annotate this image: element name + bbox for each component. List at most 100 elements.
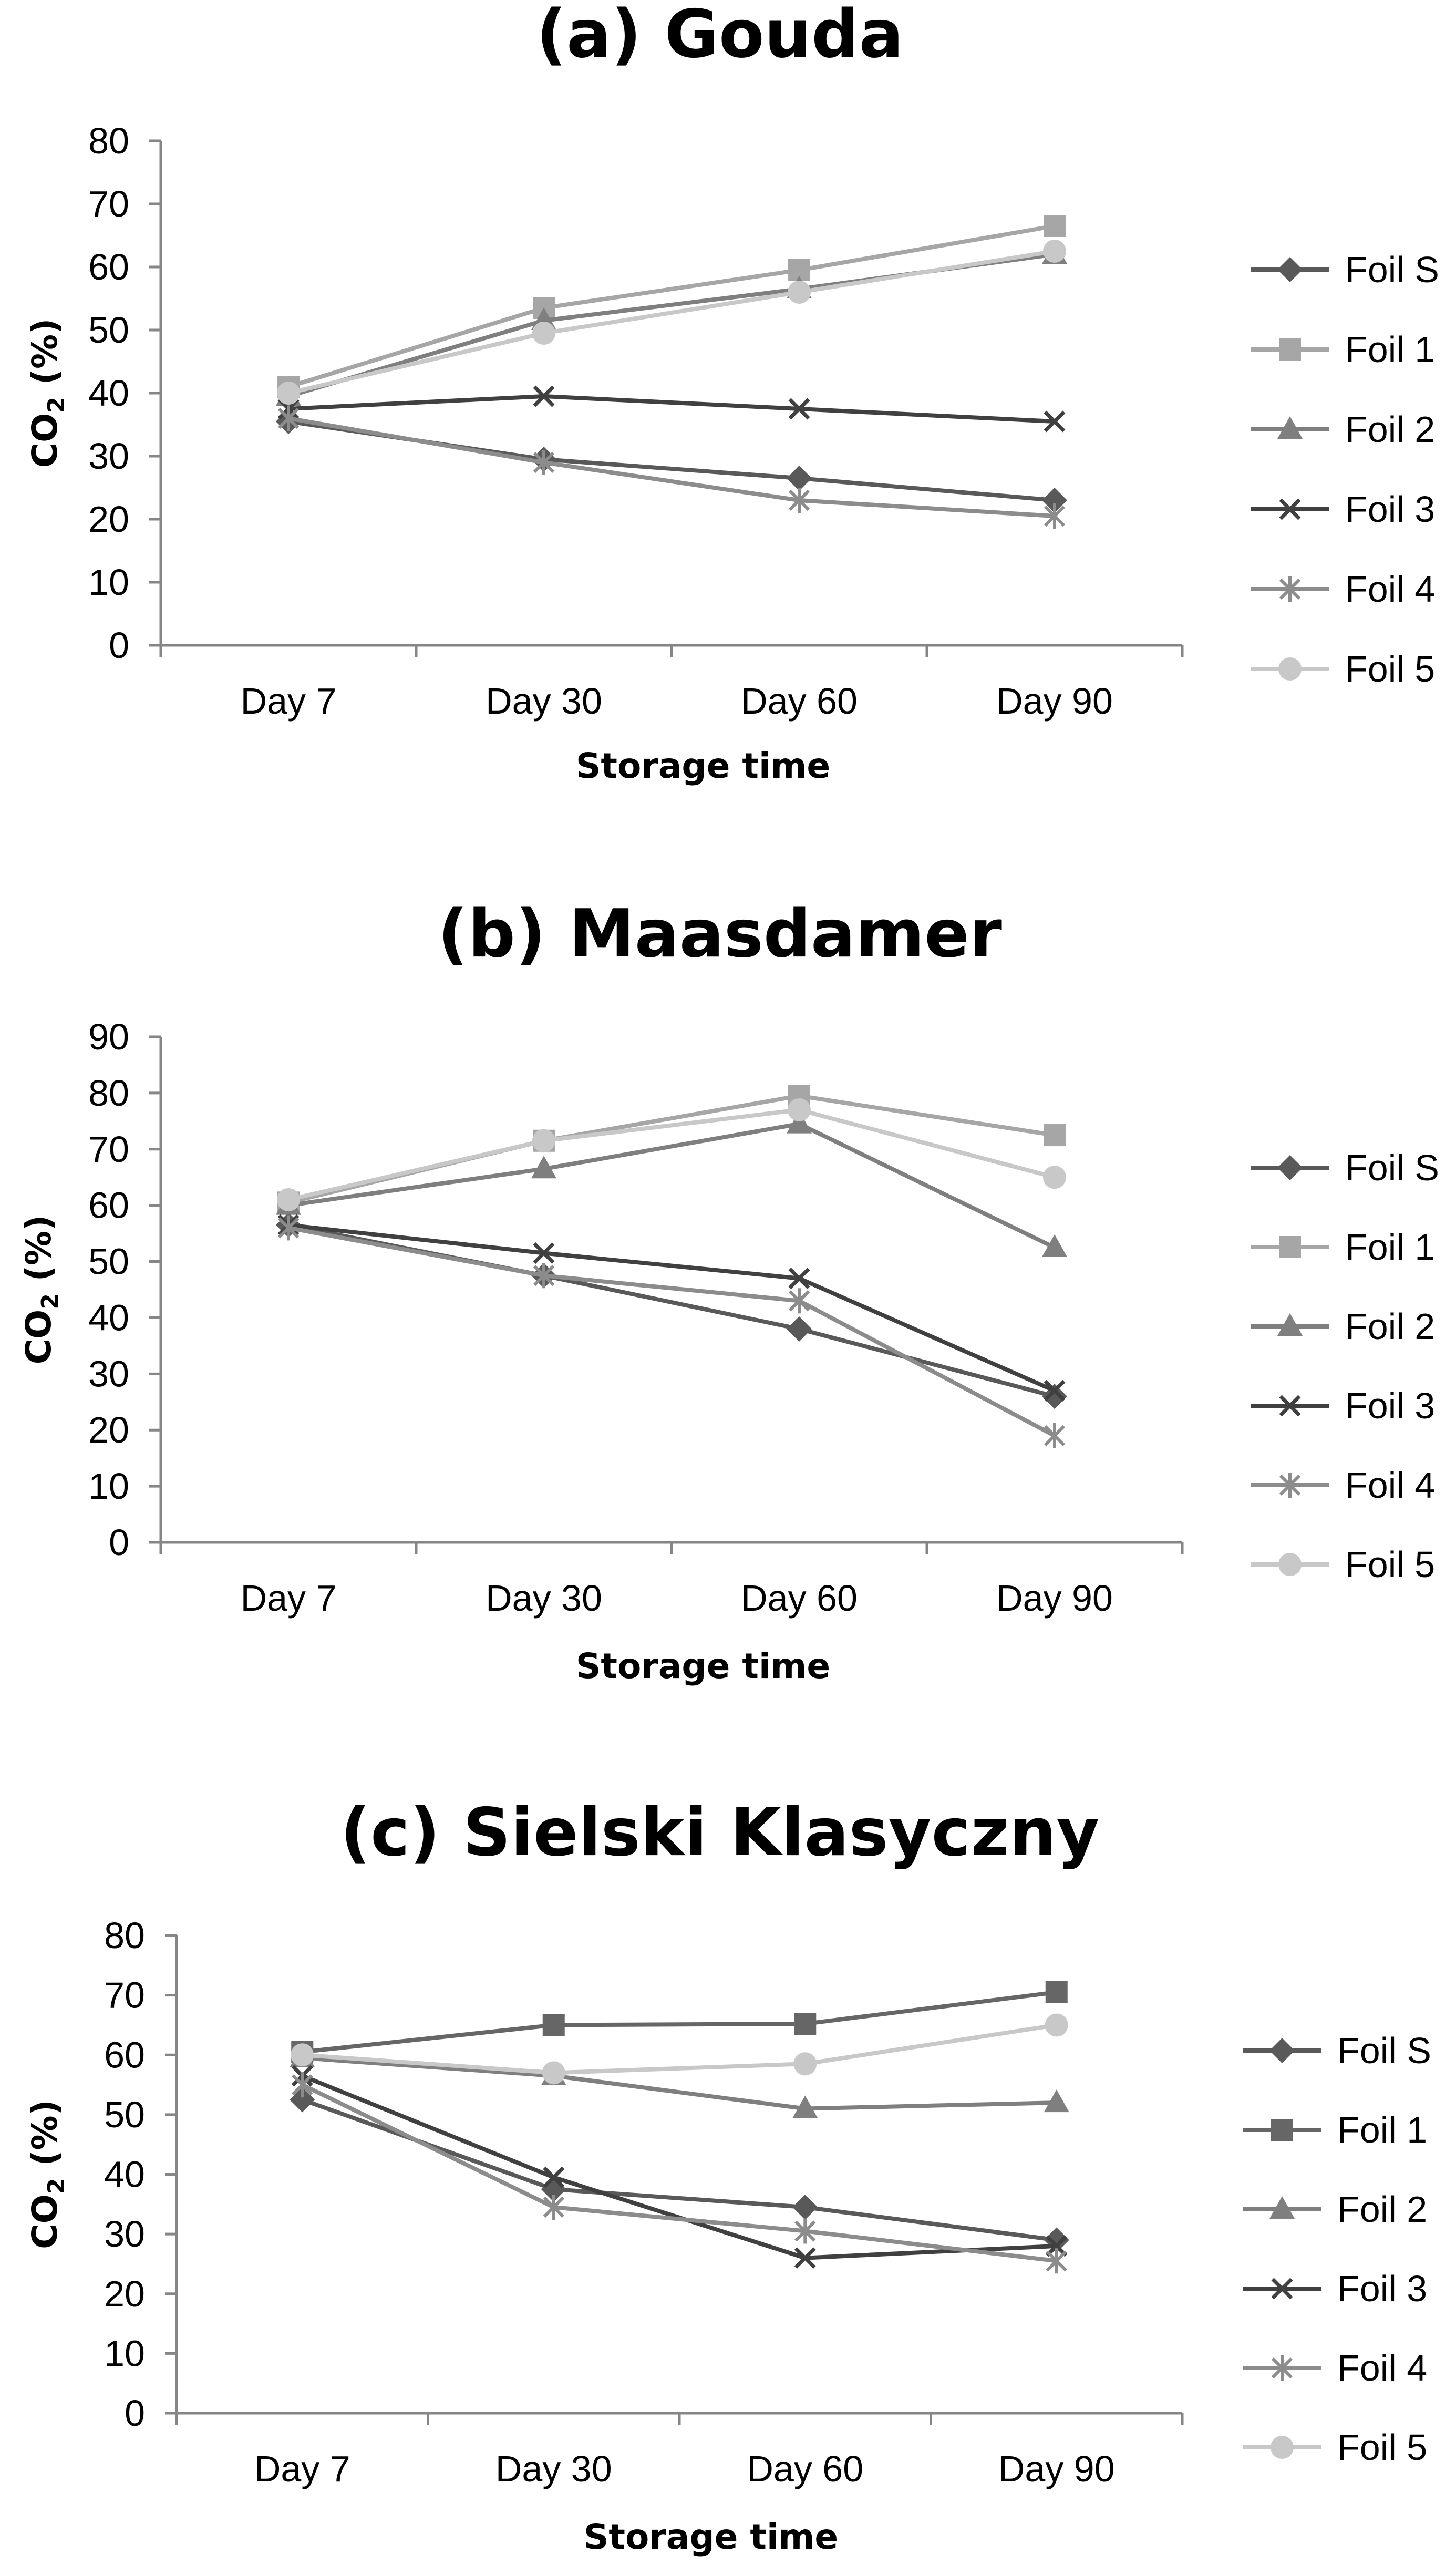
series-line-foil-4 [288, 416, 1055, 518]
data-point-foil-3 [1044, 410, 1066, 433]
data-point-foil-2 [1042, 1234, 1067, 1257]
x-tick-label: Day 60 [741, 1578, 858, 1619]
data-point-foil-s [1042, 488, 1067, 513]
data-point-foil-5 [277, 1188, 300, 1211]
legend-label: Foil 5 [1345, 648, 1435, 689]
y-tick-label: 40 [104, 2154, 145, 2195]
chart-panel-1: (a) Gouda 0 10 20 30 40 50 60 70 80 Day 7 Day 30 Day… [25, 0, 1439, 786]
y-tick-label: 80 [104, 1915, 145, 1956]
x-tick-label: Day 60 [747, 2448, 863, 2489]
x-tick-label: Day 7 [241, 681, 337, 722]
y-tick-label: 20 [88, 1409, 129, 1450]
y-tick-label: 20 [88, 499, 129, 540]
legend-marker [1278, 1553, 1302, 1576]
y-tick-label: 60 [104, 2034, 145, 2075]
data-point-foil-4 [1044, 503, 1066, 529]
data-point-foil-5 [788, 281, 811, 304]
legend-marker [1277, 416, 1303, 439]
legend-marker [1271, 2278, 1293, 2300]
data-point-foil-3 [543, 2166, 565, 2188]
legend-marker [1278, 657, 1302, 681]
legend-marker [1279, 338, 1301, 361]
data-point-foil-2 [531, 1156, 556, 1179]
data-point-foil-4 [543, 2194, 564, 2220]
legend-label: Foil 3 [1345, 489, 1435, 530]
series-line-foil-1 [302, 1990, 1057, 2054]
legend-label: Foil 4 [1345, 1465, 1435, 1506]
x-tick-label: Day 90 [996, 681, 1113, 722]
y-axis-title: CO2 (%) [18, 1215, 64, 1365]
data-point-foil-5 [291, 2043, 314, 2067]
data-point-foil-1 [542, 2014, 565, 2036]
legend-label: Foil S [1337, 2030, 1431, 2071]
y-tick-label: 40 [88, 373, 129, 414]
legend-label: Foil 4 [1337, 2347, 1427, 2388]
legend-label: Foil 4 [1345, 569, 1435, 610]
data-point-foil-5 [1043, 240, 1066, 263]
y-tick-label: 50 [88, 1241, 129, 1282]
x-tick-label: Day 30 [486, 1578, 602, 1619]
data-point-foil-5 [277, 382, 300, 405]
x-tick-label: Day 90 [998, 2448, 1115, 2489]
data-point-foil-4 [533, 1263, 555, 1289]
y-tick-label: 70 [104, 1975, 145, 2016]
x-tick-label: Day 7 [254, 2448, 350, 2489]
data-point-foil-s [792, 2194, 818, 2220]
legend-marker [1279, 576, 1301, 602]
data-point-foil-5 [788, 1098, 811, 1121]
y-tick-label: 60 [88, 1185, 129, 1226]
x-axis-title: Storage time [584, 2517, 838, 2557]
legend-label: Foil S [1345, 249, 1439, 290]
data-point-foil-1 [1045, 1981, 1068, 2003]
data-point-foil-4 [277, 1215, 300, 1241]
series-line-foil-1 [287, 224, 1055, 389]
data-point-foil-1 [1044, 215, 1066, 237]
data-point-foil-s [787, 466, 812, 491]
chart-title: (c) Sielski Klasyczny [340, 1794, 1099, 1871]
data-point-foil-2 [1044, 2089, 1069, 2113]
data-point-foil-5 [542, 2061, 565, 2085]
legend-marker [1271, 2119, 1293, 2141]
legend-marker [1279, 498, 1301, 520]
y-tick-label: 60 [88, 246, 129, 287]
legend-label: Foil 1 [1345, 1227, 1435, 1268]
y-tick-label: 10 [88, 1466, 129, 1507]
data-point-foil-3 [794, 2247, 816, 2269]
data-point-foil-3 [533, 1242, 555, 1264]
legend-label: Foil 3 [1337, 2268, 1427, 2309]
data-point-foil-4 [292, 2072, 313, 2098]
data-point-foil-5 [532, 1129, 555, 1152]
y-tick-label: 10 [88, 562, 129, 603]
legend-label: Foil 3 [1345, 1385, 1435, 1426]
series-line-foil-3 [288, 1223, 1056, 1393]
y-tick-label: 20 [104, 2273, 145, 2314]
legend-label: Foil 5 [1345, 1544, 1435, 1585]
data-point-foil-1 [794, 2013, 817, 2035]
y-tick-label: 30 [104, 2213, 145, 2254]
data-point-foil-s [290, 2087, 315, 2113]
x-tick-label: Day 90 [996, 1578, 1113, 1619]
data-point-foil-5 [1045, 2013, 1068, 2037]
x-tick-label: Day 7 [241, 1578, 337, 1619]
data-point-foil-3 [1046, 2235, 1068, 2257]
series-line-foil-s [288, 419, 1055, 502]
y-axis-title: CO2 (%) [25, 2099, 70, 2249]
x-tick-label: Day 60 [741, 681, 858, 722]
series-line-foil-5 [288, 249, 1055, 395]
series-line-foil-3 [288, 394, 1055, 424]
chart-title: (a) Gouda [536, 0, 904, 73]
legend-marker [1269, 2038, 1295, 2063]
legend-label: Foil 2 [1337, 2189, 1427, 2230]
x-tick-label: Day 30 [495, 2448, 612, 2489]
series-line-foil-5 [302, 2023, 1057, 2075]
y-tick-label: 30 [88, 1353, 129, 1394]
legend-marker [1269, 2196, 1295, 2219]
x-tick-label: Day 30 [486, 681, 602, 722]
series-line-foil-2 [288, 1121, 1056, 1250]
y-tick-label: 70 [88, 183, 129, 224]
legend-label: Foil 1 [1337, 2109, 1427, 2150]
y-tick-label: 30 [88, 436, 129, 477]
x-axis-title: Storage time [576, 1646, 830, 1686]
data-point-foil-3 [533, 385, 555, 407]
data-point-foil-2 [787, 1110, 812, 1134]
